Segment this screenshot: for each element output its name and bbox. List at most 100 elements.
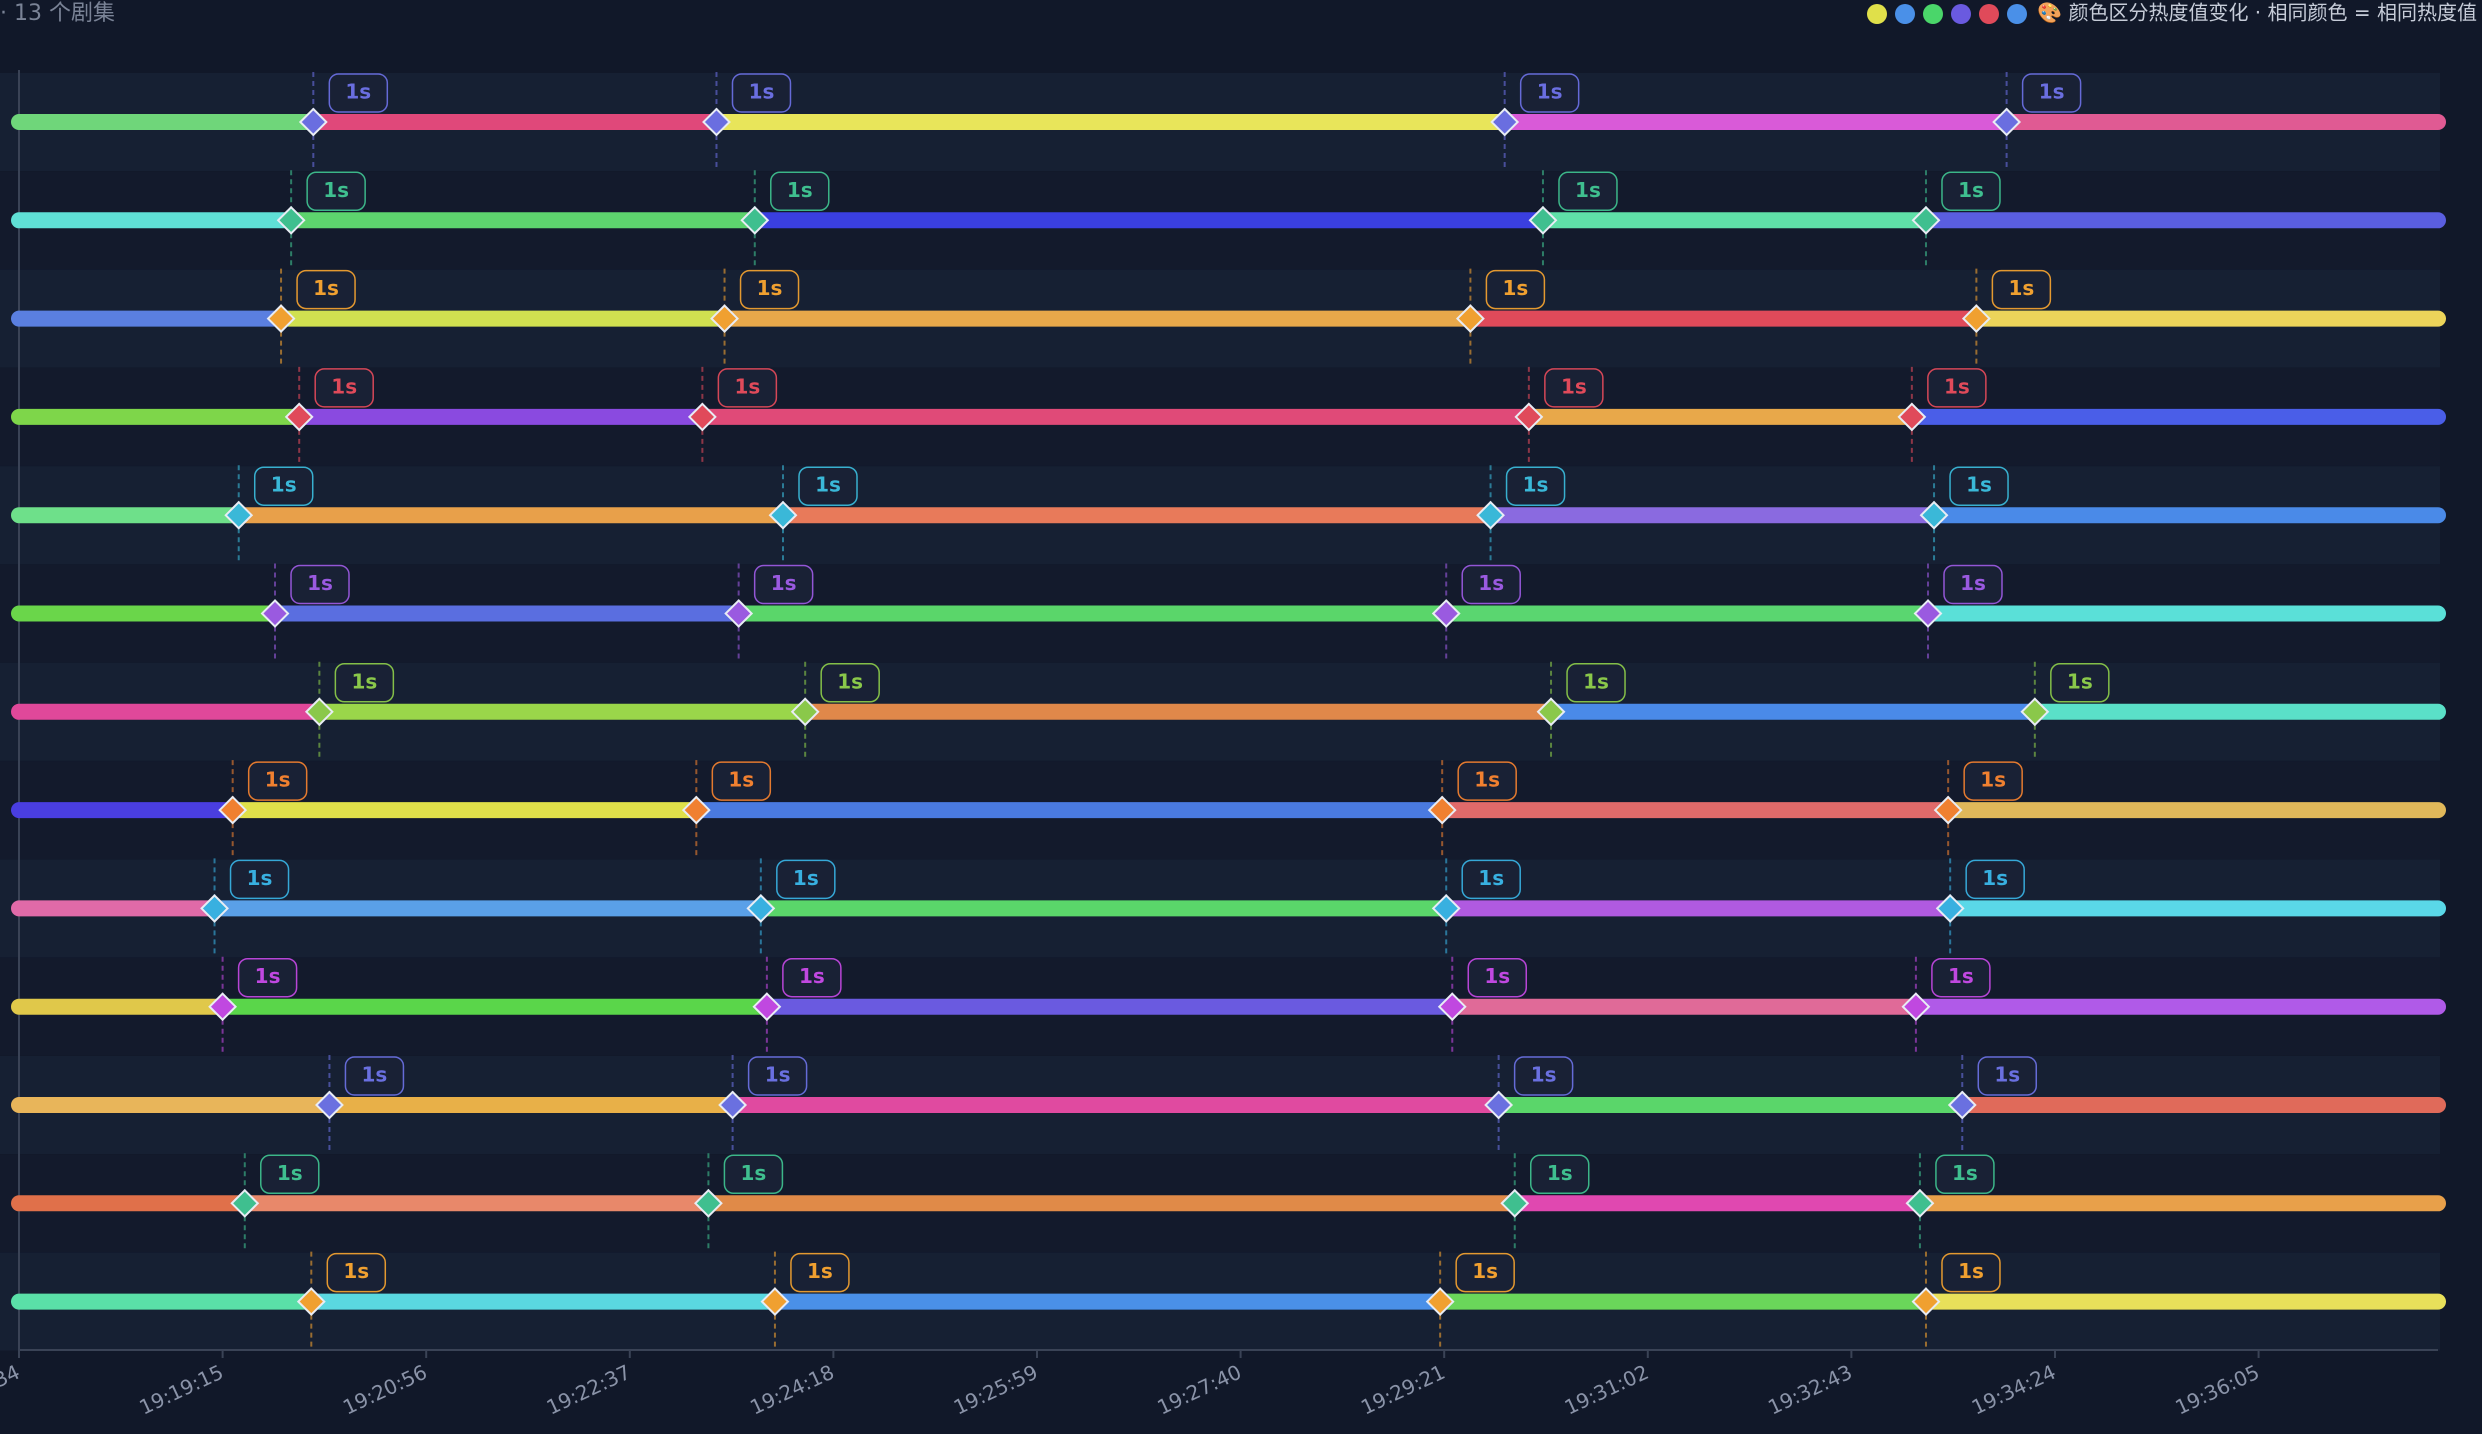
change-marker bbox=[1992, 107, 2022, 137]
change-badge bbox=[1941, 171, 2001, 212]
change-marker bbox=[1484, 1090, 1514, 1120]
change-badge bbox=[1991, 269, 2052, 310]
change-label: 1s bbox=[2067, 669, 2093, 693]
change-label: 1s bbox=[345, 80, 371, 104]
change-marker bbox=[746, 893, 776, 923]
change-marker bbox=[1901, 992, 1931, 1022]
change-marker bbox=[304, 697, 334, 727]
change-label: 1s bbox=[1994, 1063, 2020, 1087]
change-badge bbox=[747, 1056, 808, 1096]
change-label: 1s bbox=[1583, 669, 1609, 693]
change-marker bbox=[710, 304, 739, 334]
change-badge bbox=[1519, 73, 1580, 113]
change-badge bbox=[1467, 957, 1528, 998]
change-label: 1s bbox=[265, 768, 291, 792]
legend-dot bbox=[1867, 4, 1887, 24]
change-label: 1s bbox=[1958, 178, 1984, 202]
change-badge bbox=[723, 1154, 784, 1195]
change-badge bbox=[1457, 761, 1517, 801]
change-label: 1s bbox=[815, 473, 841, 497]
change-label: 1s bbox=[247, 866, 273, 890]
change-label: 1s bbox=[343, 1259, 369, 1283]
change-label: 1s bbox=[837, 669, 863, 693]
change-marker bbox=[1476, 500, 1505, 530]
change-badge bbox=[290, 564, 350, 605]
change-badge bbox=[1485, 269, 1546, 310]
change-badge bbox=[306, 171, 366, 212]
change-marker bbox=[1913, 599, 1943, 628]
change-label: 1s bbox=[277, 1161, 303, 1185]
change-badge bbox=[1529, 1154, 1590, 1195]
change-marker bbox=[1425, 1287, 1455, 1317]
change-marker bbox=[740, 205, 770, 235]
change-marker bbox=[702, 107, 731, 137]
change-label: 1s bbox=[1980, 768, 2006, 792]
change-label: 1s bbox=[313, 276, 339, 300]
x-tick-label: 19:36:05 bbox=[2171, 1360, 2263, 1420]
change-label: 1s bbox=[728, 768, 754, 792]
change-badge bbox=[2050, 663, 2110, 703]
change-marker bbox=[1935, 893, 1965, 923]
change-marker bbox=[681, 795, 711, 825]
change-label: 1s bbox=[2039, 80, 2065, 104]
change-badge bbox=[1566, 663, 1626, 703]
change-badge bbox=[1461, 564, 1521, 605]
change-label: 1s bbox=[1982, 866, 2008, 890]
change-marker bbox=[298, 107, 328, 137]
change-badge bbox=[1977, 1056, 2038, 1096]
change-badge bbox=[820, 663, 880, 703]
change-label: 1s bbox=[271, 473, 297, 497]
change-badge bbox=[798, 466, 858, 506]
change-label: 1s bbox=[1958, 1259, 1984, 1283]
change-badge bbox=[247, 761, 308, 801]
change-marker bbox=[1919, 500, 1949, 530]
change-label: 1s bbox=[1478, 571, 1504, 595]
change-badge bbox=[1455, 1252, 1515, 1293]
change-label: 1s bbox=[757, 276, 783, 300]
change-marker bbox=[284, 402, 314, 432]
change-badge bbox=[770, 171, 830, 212]
change-label: 1s bbox=[741, 1161, 767, 1185]
change-badge bbox=[1513, 1056, 1574, 1096]
legend-dot bbox=[2007, 4, 2027, 24]
change-label: 1s bbox=[331, 374, 357, 398]
x-tick-label: 19:25:59 bbox=[950, 1360, 1042, 1420]
change-badge bbox=[1949, 466, 2009, 506]
header-title: · 13 个剧集 bbox=[0, 1, 115, 26]
change-badge bbox=[1544, 368, 1604, 408]
change-marker bbox=[1933, 795, 1963, 825]
change-label: 1s bbox=[2008, 276, 2034, 300]
change-marker bbox=[1911, 205, 1941, 235]
change-marker bbox=[218, 795, 248, 825]
change-label: 1s bbox=[1523, 473, 1549, 497]
change-badge bbox=[296, 269, 356, 310]
change-marker bbox=[718, 1090, 748, 1120]
change-marker bbox=[315, 1090, 344, 1120]
change-label: 1s bbox=[1537, 80, 1563, 104]
change-badge bbox=[1558, 171, 1618, 212]
change-badge bbox=[334, 663, 395, 703]
change-marker bbox=[200, 893, 229, 923]
change-marker bbox=[1911, 1287, 1941, 1317]
change-marker bbox=[224, 500, 254, 530]
change-marker bbox=[266, 304, 296, 334]
change-marker bbox=[1528, 205, 1558, 235]
change-marker bbox=[1961, 304, 1991, 334]
change-marker bbox=[1947, 1090, 1977, 1120]
change-marker bbox=[724, 599, 754, 628]
legend-dot bbox=[1923, 4, 1943, 24]
change-label: 1s bbox=[1561, 374, 1587, 398]
change-badge bbox=[1935, 1154, 1995, 1195]
x-tick-label: 19:20:56 bbox=[339, 1360, 431, 1420]
change-badge bbox=[2021, 73, 2082, 113]
x-tick-label: 19:31:02 bbox=[1561, 1360, 1653, 1420]
change-badge bbox=[711, 761, 772, 801]
change-badge bbox=[731, 73, 792, 113]
change-marker bbox=[687, 402, 717, 432]
x-tick-label: 19:27:40 bbox=[1153, 1360, 1245, 1420]
change-badge bbox=[790, 1252, 850, 1293]
x-tick-label: 19:19:15 bbox=[135, 1360, 227, 1420]
legend-text: 🎨 颜色区分热度值变化 · 相同颜色 = 相同热度值 bbox=[2037, 1, 2477, 25]
